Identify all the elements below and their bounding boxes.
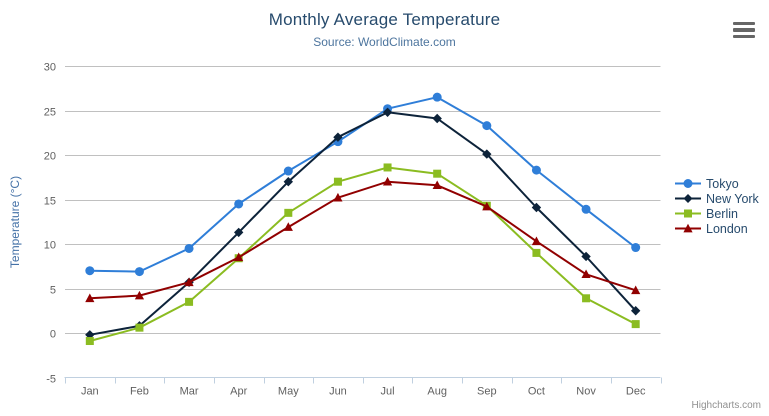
x-tick-label: Jun	[329, 386, 347, 398]
legend-label: Tokyo	[706, 176, 739, 191]
data-point-circle[interactable]	[134, 267, 144, 277]
legend: Tokyo New York Berlin London	[675, 176, 759, 236]
export-menu-button[interactable]	[731, 19, 757, 41]
data-point-triangle[interactable]	[333, 192, 343, 202]
data-point-triangle[interactable]	[85, 293, 95, 303]
data-point-diamond[interactable]	[531, 202, 542, 213]
series-line-new-york	[88, 111, 637, 336]
x-tick-label: Jul	[381, 386, 395, 398]
x-tick-label: Aug	[427, 386, 447, 398]
data-point-diamond[interactable]	[233, 227, 244, 238]
x-tick-label: Feb	[130, 386, 149, 398]
data-point-circle[interactable]	[631, 243, 641, 253]
data-point-square[interactable]	[383, 163, 392, 172]
data-point-triangle[interactable]	[283, 222, 293, 231]
x-tick-label: Sep	[477, 386, 497, 398]
data-point-square[interactable]	[135, 323, 144, 332]
legend-item-berlin[interactable]: Berlin	[675, 206, 759, 221]
data-point-circle[interactable]	[85, 266, 95, 276]
y-axis-title: Temperature (°C)	[8, 175, 22, 269]
data-point-triangle[interactable]	[234, 252, 244, 262]
legend-label: London	[706, 221, 748, 236]
data-point-triangle[interactable]	[382, 176, 393, 186]
diamond-legend-icon	[675, 194, 701, 203]
data-point-circle[interactable]	[581, 204, 591, 214]
square-legend-icon	[675, 209, 701, 218]
series-line-tokyo	[88, 96, 637, 273]
data-point-diamond[interactable]	[333, 132, 343, 142]
data-point-square[interactable]	[284, 208, 293, 217]
data-point-diamond[interactable]	[283, 177, 294, 187]
triangle-legend-icon	[675, 223, 701, 233]
legend-label: Berlin	[706, 206, 738, 221]
data-point-square[interactable]	[433, 169, 442, 178]
y-tick-label: 5	[50, 285, 56, 297]
data-point-triangle[interactable]	[531, 236, 542, 246]
data-point-triangle[interactable]	[134, 290, 145, 300]
y-tick-label: 30	[44, 62, 56, 74]
y-tick-label: 25	[44, 107, 56, 119]
data-point-circle[interactable]	[482, 121, 492, 131]
data-point-square[interactable]	[631, 320, 640, 329]
data-point-triangle[interactable]	[184, 277, 194, 287]
y-tick-label: 20	[44, 151, 56, 163]
data-point-triangle[interactable]	[631, 285, 641, 295]
circle-legend-icon	[675, 179, 701, 188]
data-point-square[interactable]	[582, 294, 591, 303]
hamburger-icon	[733, 19, 755, 42]
data-point-square[interactable]	[85, 337, 94, 346]
legend-item-london[interactable]: London	[675, 221, 759, 236]
chart-title: Monthly Average Temperature	[268, 10, 501, 29]
data-point-diamond[interactable]	[630, 306, 641, 316]
legend-item-tokyo[interactable]: Tokyo	[675, 176, 759, 191]
x-tick-label: Mar	[180, 386, 199, 398]
x-tick-label: Apr	[230, 386, 247, 398]
data-point-circle[interactable]	[283, 166, 293, 176]
data-point-triangle[interactable]	[482, 201, 492, 211]
data-point-circle[interactable]	[184, 243, 194, 253]
x-tick-label: Dec	[626, 386, 646, 398]
data-point-triangle[interactable]	[432, 180, 442, 190]
x-tick-label: Oct	[528, 386, 545, 398]
data-point-diamond[interactable]	[432, 113, 442, 124]
credits-link[interactable]: Highcharts.com	[691, 400, 761, 411]
data-point-triangle[interactable]	[581, 269, 591, 279]
data-point-circle[interactable]	[432, 92, 442, 102]
legend-item-new-york[interactable]: New York	[675, 191, 759, 206]
legend-label: New York	[706, 191, 759, 206]
data-point-diamond[interactable]	[382, 107, 393, 117]
chart-subtitle: Source: WorldClimate.com	[313, 35, 456, 49]
x-tick-label: Jan	[81, 386, 99, 398]
data-point-square[interactable]	[532, 248, 541, 257]
data-point-square[interactable]	[185, 297, 194, 306]
y-tick-label: 15	[44, 196, 56, 208]
data-point-circle[interactable]	[531, 165, 541, 175]
y-tick-label: 10	[44, 240, 56, 252]
x-tick-label: May	[278, 386, 299, 398]
series-line-berlin	[88, 166, 637, 342]
data-point-diamond[interactable]	[581, 251, 591, 262]
y-tick-label: 0	[50, 329, 56, 341]
data-point-diamond[interactable]	[482, 149, 492, 159]
data-point-square[interactable]	[333, 177, 342, 186]
y-tick-label: -5	[46, 374, 56, 386]
data-point-circle[interactable]	[234, 199, 244, 209]
x-tick-label: Nov	[576, 386, 596, 398]
series-line-london	[88, 180, 637, 300]
